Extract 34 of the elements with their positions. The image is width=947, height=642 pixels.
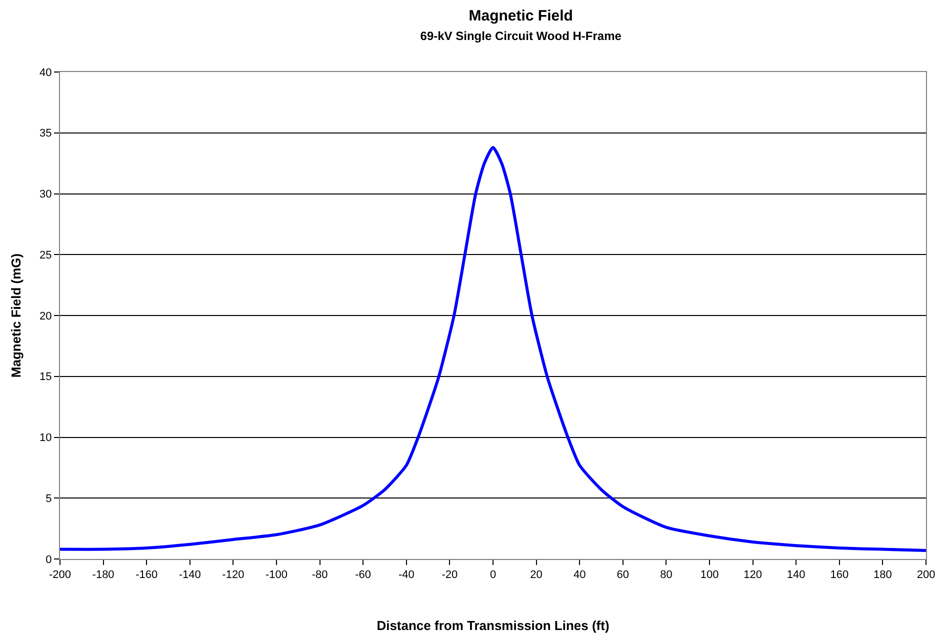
x-tick-label: 160 bbox=[830, 569, 849, 582]
x-axis-title: Distance from Transmission Lines (ft) bbox=[376, 618, 610, 633]
x-tick-label: 200 bbox=[916, 569, 936, 582]
y-tick-label: 0 bbox=[46, 554, 52, 566]
y-tick-label: 40 bbox=[40, 66, 52, 79]
x-tick-label: -180 bbox=[92, 569, 114, 582]
x-tick-label: 60 bbox=[616, 569, 630, 582]
x-tick-label: 140 bbox=[786, 569, 806, 582]
x-tick-label: 0 bbox=[490, 569, 496, 582]
x-tick-label: -140 bbox=[178, 569, 201, 582]
y-tick-label: 30 bbox=[40, 188, 52, 201]
x-tick-label: 100 bbox=[700, 569, 719, 582]
x-tick-label: -160 bbox=[136, 569, 158, 582]
chart-title: Magnetic Field bbox=[468, 8, 573, 25]
y-tick-label: 25 bbox=[40, 249, 52, 262]
y-tick-label: 35 bbox=[40, 128, 52, 140]
y-tick-label: 10 bbox=[40, 432, 52, 444]
x-tick-label: 20 bbox=[530, 569, 542, 582]
x-tick-label: -120 bbox=[222, 569, 244, 582]
x-tick-label: 40 bbox=[573, 569, 586, 582]
y-axis-title: Magnetic Field (mG) bbox=[8, 253, 24, 378]
y-tick-label: 5 bbox=[46, 492, 52, 505]
x-tick-label: 80 bbox=[660, 569, 672, 582]
chart-subtitle: 69-kV Single Circuit Wood H-Frame bbox=[420, 29, 622, 44]
x-tick-label: -100 bbox=[265, 569, 288, 582]
x-tick-label: -60 bbox=[355, 569, 372, 582]
x-tick-label: -40 bbox=[398, 569, 414, 582]
x-tick-label: 120 bbox=[744, 569, 762, 582]
x-tick-label: -20 bbox=[442, 569, 458, 582]
y-tick-label: 20 bbox=[40, 310, 52, 322]
x-tick-label: 180 bbox=[874, 569, 892, 582]
x-tick-label: -80 bbox=[312, 569, 328, 582]
x-tick-label: -200 bbox=[48, 569, 72, 582]
y-tick-label: 15 bbox=[40, 371, 52, 384]
